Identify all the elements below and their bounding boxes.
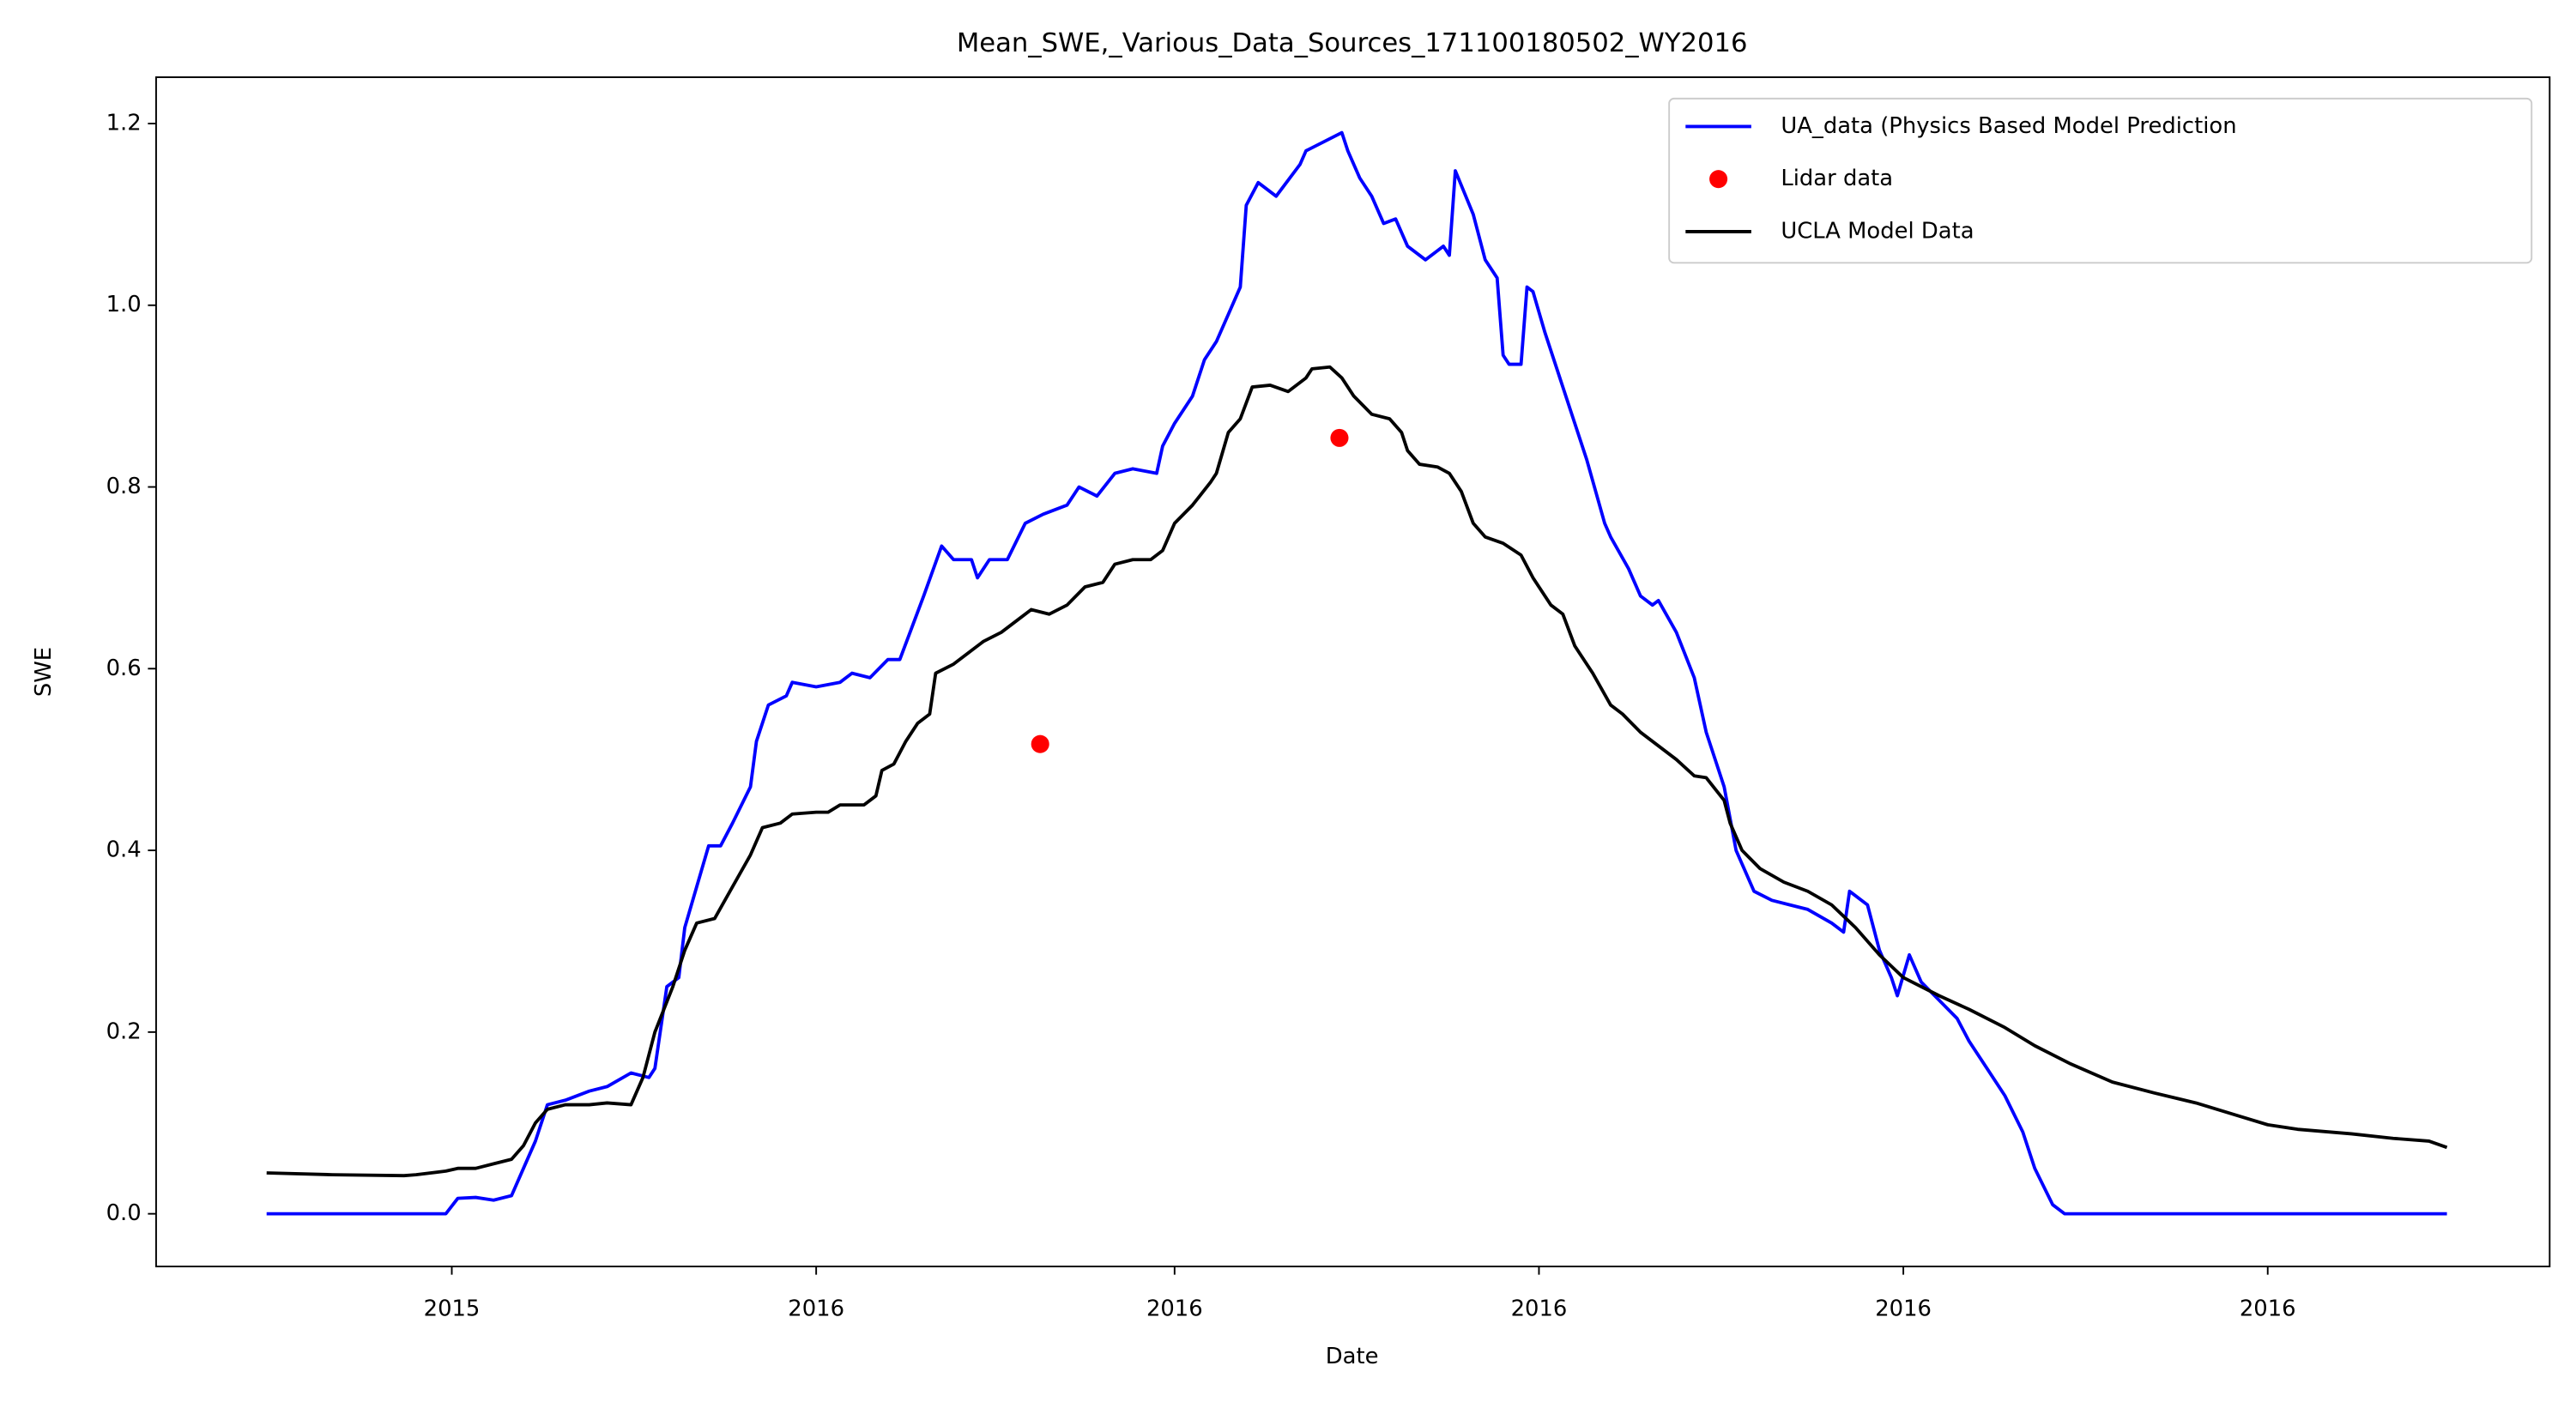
legend-label: UA_data (Physics Based Model Prediction [1781, 113, 2236, 139]
legend: UA_data (Physics Based Model Prediction L… [1668, 97, 2533, 264]
y-tick-label: 0.8 [106, 474, 142, 499]
data-line [266, 130, 2447, 1216]
x-tick-label: 2016 [1875, 1296, 1932, 1321]
y-tick-label: 0.6 [106, 656, 142, 681]
data-line [266, 365, 2448, 1178]
x-tick-label: 2016 [1511, 1296, 1568, 1321]
y-axis-label: SWE [31, 647, 57, 697]
legend-label: UCLA Model Data [1781, 218, 1974, 244]
y-tick-label: 1.0 [106, 292, 142, 317]
x-tick-label: 2016 [1146, 1296, 1203, 1321]
chart-title: Mean_SWE,_Various_Data_Sources_171100180… [957, 28, 1748, 58]
legend-label: Lidar data [1781, 166, 1893, 191]
data-point [1031, 734, 1049, 753]
legend-marker [1709, 170, 1728, 189]
x-tick-label: 2016 [788, 1296, 844, 1321]
legend-box [1668, 97, 2533, 264]
x-tick-label: 2016 [2240, 1296, 2296, 1321]
data-point [1330, 428, 1349, 447]
x-axis-label: Date [1326, 1344, 1379, 1369]
y-tick-label: 0.4 [106, 837, 142, 863]
y-tick-label: 0.0 [106, 1200, 142, 1226]
x-tick-label: 2015 [424, 1296, 481, 1321]
y-tick-label: 1.2 [106, 110, 142, 136]
y-tick-label: 0.2 [106, 1018, 142, 1044]
plot-frame [154, 76, 2551, 1268]
